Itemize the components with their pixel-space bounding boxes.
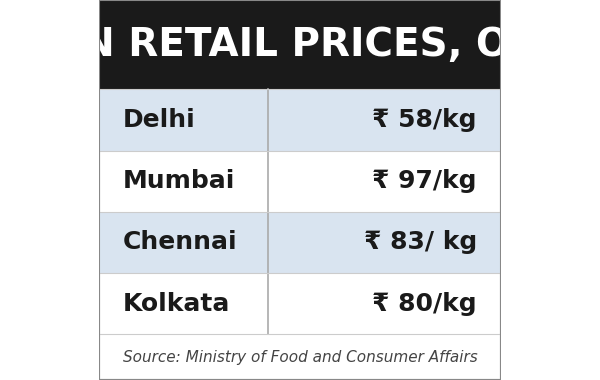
Text: Delhi: Delhi xyxy=(123,108,196,132)
Text: ₹ 97/kg: ₹ 97/kg xyxy=(373,169,477,193)
FancyBboxPatch shape xyxy=(99,0,501,380)
Text: ONION RETAIL PRICES, OCT 23: ONION RETAIL PRICES, OCT 23 xyxy=(0,26,600,63)
Text: Kolkata: Kolkata xyxy=(123,292,230,316)
Text: ₹ 80/kg: ₹ 80/kg xyxy=(373,292,477,316)
FancyBboxPatch shape xyxy=(99,0,501,89)
Text: Source: Ministry of Food and Consumer Affairs: Source: Ministry of Food and Consumer Af… xyxy=(123,350,478,365)
FancyBboxPatch shape xyxy=(99,89,501,150)
Text: ₹ 83/ kg: ₹ 83/ kg xyxy=(364,231,477,255)
Text: Chennai: Chennai xyxy=(123,231,238,255)
Text: Mumbai: Mumbai xyxy=(123,169,235,193)
Text: ₹ 58/kg: ₹ 58/kg xyxy=(373,108,477,132)
FancyBboxPatch shape xyxy=(99,212,501,273)
